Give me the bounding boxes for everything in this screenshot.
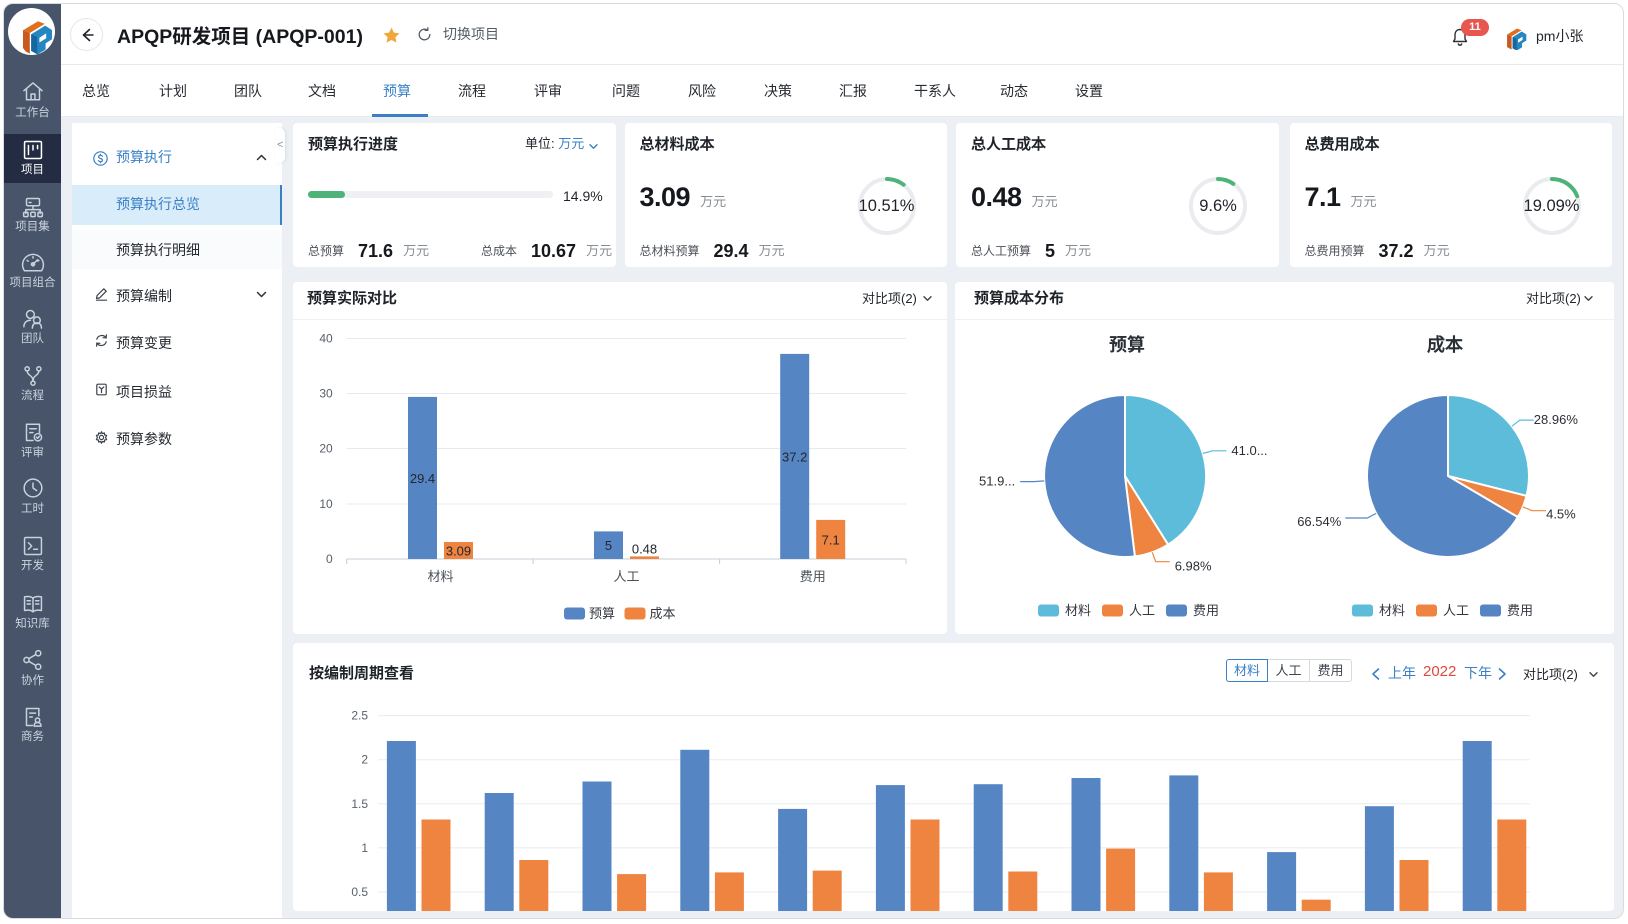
svg-text:1.5: 1.5 <box>351 797 368 811</box>
svg-text:人工: 人工 <box>613 569 639 584</box>
svg-text:费用: 费用 <box>1193 603 1219 618</box>
svg-text:30: 30 <box>319 387 333 401</box>
svg-text:2.5: 2.5 <box>351 709 368 723</box>
svg-text:材料: 材料 <box>427 569 453 584</box>
svg-text:66.54%: 66.54% <box>1297 514 1342 529</box>
svg-text:人工: 人工 <box>1443 603 1469 618</box>
svg-text:成本: 成本 <box>650 606 676 621</box>
svg-text:成本: 成本 <box>1427 334 1463 355</box>
svg-text:40: 40 <box>319 332 333 346</box>
svg-text:0: 0 <box>326 552 333 566</box>
svg-text:预算: 预算 <box>1109 334 1145 355</box>
svg-text:6.98%: 6.98% <box>1175 559 1212 574</box>
svg-text:29.4: 29.4 <box>410 471 435 486</box>
svg-text:20: 20 <box>319 442 333 456</box>
svg-text:5: 5 <box>605 538 612 553</box>
svg-text:37.2: 37.2 <box>782 450 807 465</box>
svg-text:费用: 费用 <box>1507 603 1533 618</box>
svg-text:1: 1 <box>361 841 368 855</box>
svg-text:材料: 材料 <box>1065 603 1091 618</box>
svg-text:0.5: 0.5 <box>351 885 368 899</box>
svg-text:3.09: 3.09 <box>446 544 471 559</box>
svg-text:0.48: 0.48 <box>632 541 657 556</box>
svg-text:51.9...: 51.9... <box>979 474 1015 489</box>
svg-text:费用: 费用 <box>800 569 826 584</box>
svg-text:28.96%: 28.96% <box>1534 412 1579 427</box>
svg-text:预算: 预算 <box>589 606 615 621</box>
svg-text:4.5%: 4.5% <box>1546 507 1576 522</box>
svg-text:人工: 人工 <box>1129 603 1155 618</box>
svg-text:2: 2 <box>361 753 368 767</box>
svg-text:10: 10 <box>319 497 333 511</box>
svg-text:41.0...: 41.0... <box>1231 443 1267 458</box>
svg-text:7.1: 7.1 <box>822 532 840 547</box>
svg-text:材料: 材料 <box>1379 603 1405 618</box>
